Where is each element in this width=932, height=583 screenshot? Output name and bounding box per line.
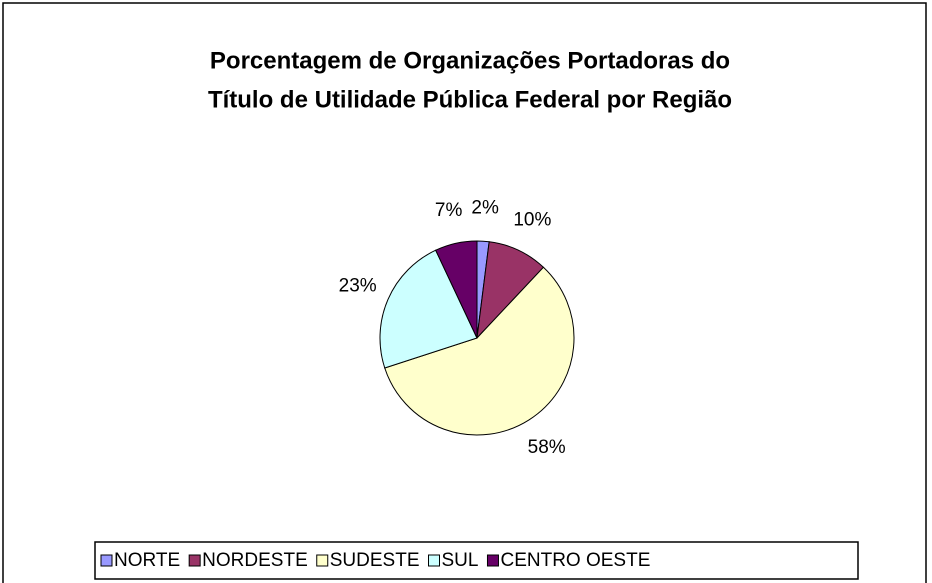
data-label: 58% (528, 437, 566, 458)
legend-label: SUDESTE (330, 550, 420, 571)
legend-label: NORDESTE (202, 550, 308, 571)
legend-swatch (188, 554, 201, 567)
legend-swatch (316, 554, 329, 567)
legend-label: CENTRO OESTE (500, 550, 650, 571)
chart-title: Título de Utilidade Pública Federal por … (208, 86, 732, 113)
legend-label: SUL (442, 550, 479, 571)
data-label: 10% (513, 209, 551, 230)
data-label: 23% (339, 275, 377, 296)
data-label: 7% (435, 200, 463, 221)
legend-swatch (486, 554, 499, 567)
legend-swatch (428, 554, 440, 567)
pie-slice (379, 249, 478, 369)
pie-slice (384, 266, 575, 436)
legend-swatch (100, 554, 113, 567)
chart-title: Porcentagem de Organizações Portadoras d… (210, 47, 730, 74)
legend-label: NORTE (114, 550, 180, 571)
legend-box (94, 541, 859, 580)
data-label: 2% (471, 197, 499, 218)
pie-slice (435, 240, 478, 339)
